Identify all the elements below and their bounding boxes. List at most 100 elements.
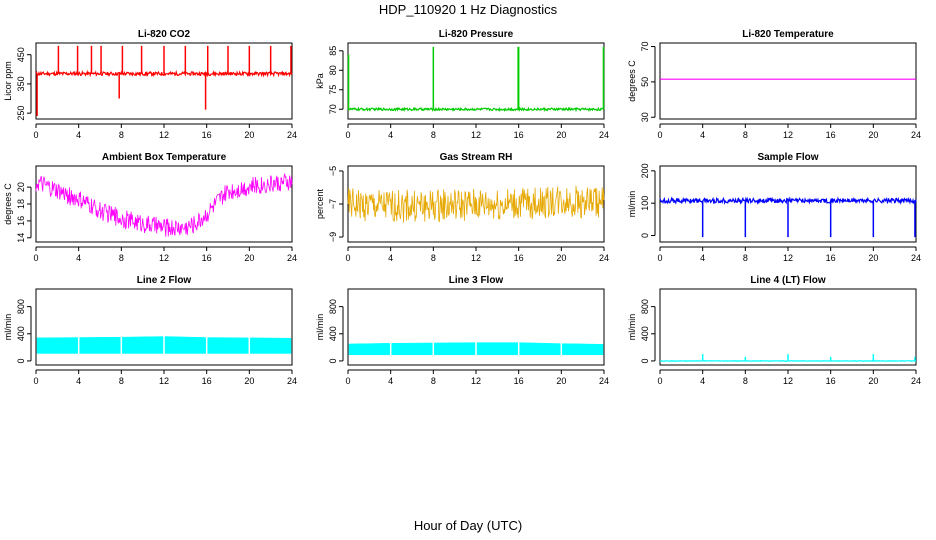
co2-y-tick-label: 350 xyxy=(16,76,26,91)
line3-x-tick-label: 16 xyxy=(514,376,524,386)
rh-x-tick-label: 4 xyxy=(388,253,393,263)
ambient-x-tick-label: 0 xyxy=(33,253,38,263)
pressure-plot-frame xyxy=(347,42,605,120)
temp-x-tick-label: 0 xyxy=(657,130,662,140)
temp-ylabel: degrees C xyxy=(627,60,637,102)
ambient-title: Ambient Box Temperature xyxy=(102,152,227,163)
line2-band-segment xyxy=(250,337,292,354)
line4-ylabel: ml/min xyxy=(627,314,637,341)
rh-x-tick-label: 24 xyxy=(599,253,609,263)
line4-y-tick-label: 800 xyxy=(640,299,650,314)
pressure-series-line xyxy=(347,106,605,113)
sample-x-tick-label: 4 xyxy=(700,253,705,263)
sample-plot-frame xyxy=(659,165,917,243)
temp-y-tick-label: 70 xyxy=(640,42,650,52)
pressure-x-tick-label: 4 xyxy=(388,130,393,140)
line2-x-tick-label: 20 xyxy=(244,376,254,386)
pressure-x-tick-label: 16 xyxy=(514,130,524,140)
sample-ylabel: ml/min xyxy=(627,191,637,218)
pressure-y-tick-label: 85 xyxy=(328,46,338,56)
rh-y-tick-label: −7 xyxy=(328,199,338,209)
temp-y-tick-label: 50 xyxy=(640,77,650,87)
line2-plot-frame xyxy=(35,288,293,366)
rh-y-tick-label: −9 xyxy=(328,232,338,242)
line3-title: Line 3 Flow xyxy=(449,275,504,286)
line3-band-segment xyxy=(391,342,433,356)
pressure-ylabel: kPa xyxy=(315,73,325,89)
ambient-x-tick-label: 8 xyxy=(119,253,124,263)
ambient-x-tick-label: 24 xyxy=(287,253,297,263)
rh-series-line xyxy=(347,185,605,223)
line3-band-segment xyxy=(476,342,518,356)
line3-band-segment xyxy=(348,343,390,356)
line4-x-tick-label: 24 xyxy=(911,376,921,386)
line4-x-tick-label: 20 xyxy=(868,376,878,386)
line2-y-tick-label: 0 xyxy=(16,358,26,363)
pressure-x-tick-label: 8 xyxy=(431,130,436,140)
ambient-y-tick-label: 16 xyxy=(16,216,26,226)
line4-title: Line 4 (LT) Flow xyxy=(750,275,826,286)
temp-x-tick-label: 4 xyxy=(700,130,705,140)
sample-x-tick-label: 8 xyxy=(743,253,748,263)
line4-y-tick-label: 0 xyxy=(640,358,650,363)
line2-ylabel: ml/min xyxy=(3,314,13,341)
pressure-x-tick-label: 20 xyxy=(556,130,566,140)
line3-band-segment xyxy=(562,343,604,356)
line3-y-tick-label: 0 xyxy=(328,358,338,363)
line4-y-tick-label: 400 xyxy=(640,326,650,341)
figure-title: HDP_110920 1 Hz Diagnostics xyxy=(378,2,558,17)
line3-x-tick-label: 4 xyxy=(388,376,393,386)
temp-x-tick-label: 24 xyxy=(911,130,921,140)
rh-x-tick-label: 20 xyxy=(556,253,566,263)
sample-x-tick-label: 20 xyxy=(868,253,878,263)
rh-x-tick-label: 0 xyxy=(345,253,350,263)
temp-plot-frame xyxy=(659,42,917,120)
pressure-y-tick-label: 80 xyxy=(328,65,338,75)
co2-x-tick-label: 20 xyxy=(244,130,254,140)
ambient-ylabel: degrees C xyxy=(3,183,13,225)
co2-x-tick-label: 12 xyxy=(159,130,169,140)
sample-x-tick-label: 12 xyxy=(783,253,793,263)
line4-x-tick-label: 4 xyxy=(700,376,705,386)
ambient-plot-frame xyxy=(35,165,293,243)
line2-band-segment xyxy=(36,337,78,354)
temp-title: Li-820 Temperature xyxy=(742,29,834,40)
line4-x-tick-label: 16 xyxy=(826,376,836,386)
line2-x-tick-label: 4 xyxy=(76,376,81,386)
line3-x-tick-label: 12 xyxy=(471,376,481,386)
line3-plot-frame xyxy=(347,288,605,366)
pressure-x-tick-label: 0 xyxy=(345,130,350,140)
pressure-y-tick-label: 70 xyxy=(328,104,338,114)
rh-x-tick-label: 16 xyxy=(514,253,524,263)
temp-x-tick-label: 8 xyxy=(743,130,748,140)
line2-x-tick-label: 12 xyxy=(159,376,169,386)
temp-x-tick-label: 16 xyxy=(826,130,836,140)
temp-y-tick-label: 30 xyxy=(640,112,650,122)
co2-x-tick-label: 24 xyxy=(287,130,297,140)
line4-x-tick-label: 8 xyxy=(743,376,748,386)
co2-plot-frame xyxy=(35,42,293,120)
line2-x-tick-label: 0 xyxy=(33,376,38,386)
pressure-title: Li-820 Pressure xyxy=(439,29,514,40)
line2-band-segment xyxy=(122,336,164,354)
sample-x-tick-label: 24 xyxy=(911,253,921,263)
rh-x-tick-label: 8 xyxy=(431,253,436,263)
ambient-y-tick-label: 18 xyxy=(16,199,26,209)
line2-x-tick-label: 24 xyxy=(287,376,297,386)
pressure-x-tick-label: 24 xyxy=(599,130,609,140)
rh-x-tick-label: 12 xyxy=(471,253,481,263)
temp-x-tick-label: 12 xyxy=(783,130,793,140)
co2-title: Li-820 CO2 xyxy=(138,29,191,40)
line2-x-tick-label: 8 xyxy=(119,376,124,386)
ambient-series-line xyxy=(35,173,293,237)
line3-y-tick-label: 400 xyxy=(328,326,338,341)
pressure-x-tick-label: 12 xyxy=(471,130,481,140)
x-axis-caption: Hour of Day (UTC) xyxy=(413,518,523,533)
line2-x-tick-label: 16 xyxy=(202,376,212,386)
ambient-y-tick-label: 20 xyxy=(16,182,26,192)
sample-title: Sample Flow xyxy=(757,152,818,163)
line2-title: Line 2 Flow xyxy=(137,275,192,286)
co2-x-tick-label: 16 xyxy=(202,130,212,140)
temp-x-tick-label: 20 xyxy=(868,130,878,140)
